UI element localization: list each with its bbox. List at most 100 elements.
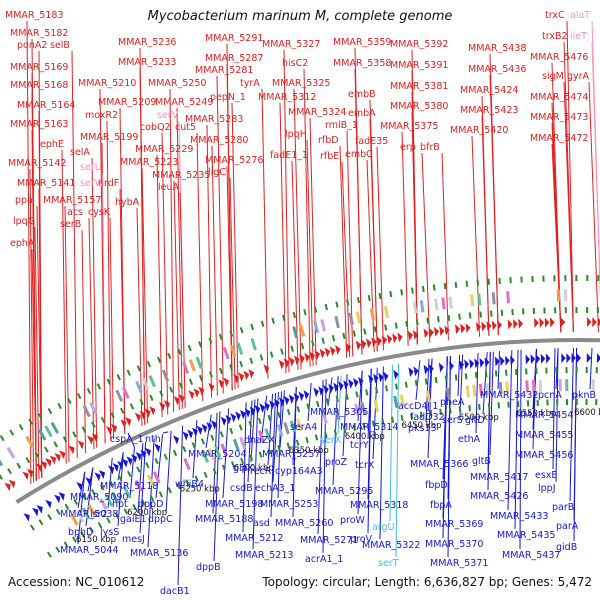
tick-dot xyxy=(259,354,264,361)
forward-gene xyxy=(91,433,99,443)
gene-label: MMAR_5324 xyxy=(288,107,346,118)
gene-label: MMAR_5249 xyxy=(155,97,213,108)
tick-dot xyxy=(321,337,325,344)
forward-gene xyxy=(304,352,310,363)
tick-dot xyxy=(139,398,144,406)
gene-label: selA xyxy=(70,147,90,158)
leader-line xyxy=(401,131,409,346)
gene-label: serU xyxy=(80,162,102,173)
gene-label: MMAR_5212 xyxy=(225,533,283,544)
reverse-gene xyxy=(278,397,285,407)
reverse-gene xyxy=(235,411,241,421)
leader-line xyxy=(162,431,169,434)
cog-box xyxy=(321,411,328,424)
gene-label: accD4_1 xyxy=(398,401,438,412)
leader-line xyxy=(147,438,155,548)
tick-dot xyxy=(7,468,13,475)
leader-line xyxy=(421,152,431,343)
gene-label: MMAR_5359 xyxy=(333,37,391,48)
leader-line xyxy=(457,354,461,397)
gene-label: lpqH xyxy=(285,129,307,140)
gene-label: MMAR_5454 xyxy=(515,410,573,421)
tick-dot xyxy=(335,301,339,308)
cog-box xyxy=(183,458,191,471)
cog-box xyxy=(313,320,320,334)
reverse-gene xyxy=(269,400,275,410)
leader-line xyxy=(447,356,451,558)
gene-label: alaT xyxy=(570,10,590,21)
tick-dot xyxy=(145,462,150,469)
tick-dot xyxy=(271,317,275,324)
gene-label: MMAR_5369 xyxy=(425,519,483,530)
tick-dot xyxy=(53,441,58,448)
tick-dot xyxy=(127,470,132,478)
leader-line xyxy=(91,157,98,448)
tick-dot xyxy=(454,281,458,288)
forward-gene xyxy=(198,386,205,396)
leader-line xyxy=(303,68,311,367)
cog-box xyxy=(146,474,155,487)
tick-dot xyxy=(96,383,102,390)
cog-box xyxy=(105,494,114,507)
forward-gene xyxy=(45,458,52,467)
forward-gene xyxy=(294,355,300,366)
tick-dot xyxy=(198,341,203,348)
gene-label: MMAR_5236 xyxy=(118,37,176,48)
cog-box xyxy=(334,408,341,421)
cog-box xyxy=(161,369,170,382)
forward-gene xyxy=(329,346,336,356)
tick-dot xyxy=(404,381,408,388)
gene-label: ponA2 xyxy=(17,40,47,51)
tick-dot xyxy=(424,378,428,385)
gene-label: rfbE xyxy=(320,151,339,162)
reverse-gene xyxy=(505,355,510,366)
cog-box xyxy=(89,401,98,415)
cog-box xyxy=(498,382,503,395)
gene-label: dppC xyxy=(148,514,173,525)
reverse-gene xyxy=(464,359,470,370)
tick-dot xyxy=(154,457,159,465)
leader-line xyxy=(389,364,393,522)
tick-dot xyxy=(167,352,172,360)
leader-line xyxy=(109,217,115,440)
reverse-gene xyxy=(484,357,490,368)
gene-label: MMAR_5295 xyxy=(315,486,373,497)
kbp-tick-label: 6550 kbp xyxy=(516,409,556,419)
forward-gene xyxy=(87,435,94,445)
cog-box xyxy=(277,424,284,437)
tick-dot xyxy=(178,382,184,389)
tick-dot xyxy=(0,474,3,480)
forward-gene xyxy=(263,364,270,374)
leader-line xyxy=(573,347,578,542)
gene-label: dnaZX xyxy=(244,435,275,446)
forward-gene xyxy=(386,334,393,345)
gene-label: MMAR_5199 xyxy=(80,132,138,143)
gene-label: gidB xyxy=(556,542,577,553)
tick-dot xyxy=(389,290,393,298)
reverse-gene xyxy=(571,353,576,364)
cog-box xyxy=(37,428,47,441)
cog-box xyxy=(441,297,446,310)
leader-line xyxy=(395,363,400,558)
gene-label: MMAR_5276 xyxy=(205,155,263,166)
reverse-gene xyxy=(566,353,571,364)
tick-dot xyxy=(292,311,297,319)
forward-gene xyxy=(465,323,471,334)
gene-label: ethA xyxy=(458,434,481,445)
tick-dot xyxy=(311,340,315,347)
gene-label: dacB1 xyxy=(160,586,190,597)
gene-label: acrA1_1 xyxy=(305,554,343,565)
tick-dot xyxy=(314,434,319,441)
forward-gene xyxy=(476,321,481,332)
reverse-gene xyxy=(196,425,203,435)
cog-box xyxy=(99,497,108,510)
tick-dot xyxy=(367,294,371,302)
reverse-gene xyxy=(428,363,434,374)
cog-box xyxy=(232,438,240,452)
forward-gene xyxy=(376,336,382,347)
gene-label: fadE1_1 xyxy=(270,150,308,161)
gene-label: serV xyxy=(157,110,179,121)
tick-dot xyxy=(91,421,96,428)
gene-label: ileT xyxy=(570,31,587,42)
gene-label: MMAR_5253 xyxy=(260,499,318,510)
